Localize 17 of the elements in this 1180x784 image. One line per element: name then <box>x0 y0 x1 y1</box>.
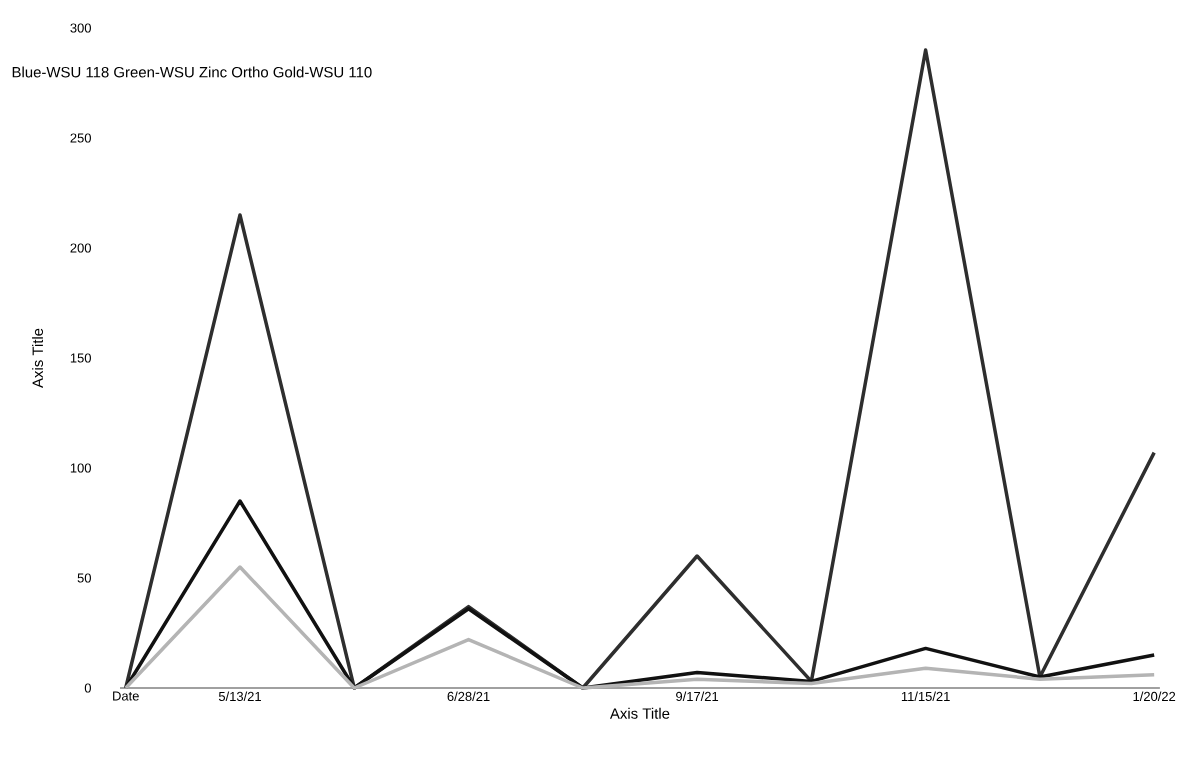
y-tick-label: 100 <box>70 463 91 473</box>
y-axis-title: Axis Title <box>32 328 44 388</box>
x-tick-label: 9/17/21 <box>676 691 719 702</box>
y-tick-label: 50 <box>77 573 91 583</box>
x-tick-label: 11/15/21 <box>901 691 950 702</box>
line-series <box>123 565 1156 690</box>
x-tick-label: 5/13/21 <box>218 691 261 702</box>
x-axis-title: Axis Title <box>609 707 670 719</box>
y-tick-label: 200 <box>70 243 91 253</box>
x-tick-label: 6/28/21 <box>447 691 490 702</box>
x-tick-label: 1/20/22 <box>1133 691 1176 702</box>
x-tick-label: Date <box>113 691 139 701</box>
y-tick-label: 250 <box>70 133 91 143</box>
y-tick-label: 300 <box>70 23 91 33</box>
y-tick-label: 150 <box>70 353 91 363</box>
y-tick-label: 0 <box>84 683 91 693</box>
annotation: Blue-WSU 118 Green-WSU Zinc Ortho Gold-WSU 110 <box>12 66 372 78</box>
